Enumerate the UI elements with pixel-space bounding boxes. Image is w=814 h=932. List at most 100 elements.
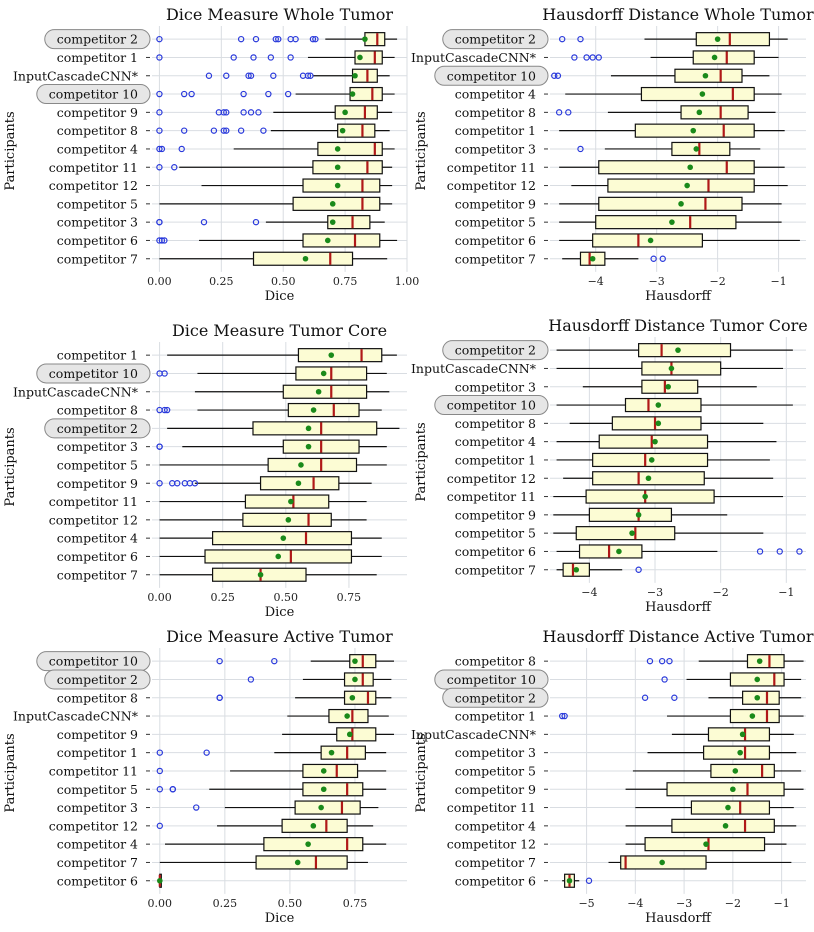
iqr-box — [671, 141, 731, 157]
panel-dice-wt: Dice Measure Whole Tumor 0.00 0.25 0.50 0.75… — [3, 5, 419, 304]
outlier-point — [247, 109, 255, 116]
box-row: InputCascadeCNN* — [411, 727, 806, 742]
mean-point — [668, 365, 675, 372]
iqr-box — [343, 690, 377, 705]
box-row: competitor 12 — [447, 471, 806, 486]
outlier-point — [205, 72, 213, 79]
mean-point — [342, 109, 348, 116]
mean-point — [294, 859, 301, 866]
mean-point — [324, 237, 331, 244]
box-row: competitor 3 — [57, 800, 407, 815]
box-row: competitor 3 — [455, 745, 806, 760]
outlier-point — [255, 109, 262, 116]
participant-label: competitor 3 — [57, 215, 138, 230]
box-row: competitor 9 — [57, 105, 407, 120]
participant-label: competitor 12 — [447, 178, 536, 193]
outlier-point — [210, 127, 218, 134]
mean-point — [285, 517, 292, 523]
outlier-point — [156, 443, 163, 450]
mean-point — [693, 146, 700, 152]
outlier-point — [216, 657, 223, 665]
outlier-point — [180, 127, 188, 134]
iqr-box — [327, 215, 371, 230]
mean-point — [305, 841, 311, 847]
participant-label: competitor 4 — [455, 87, 536, 102]
iqr-box — [710, 763, 775, 779]
iqr-box — [702, 745, 771, 760]
participant-label: competitor 9 — [455, 507, 536, 522]
outlier-point — [237, 127, 245, 134]
participant-label: InputCascadeCNN* — [13, 709, 139, 724]
outlier-point — [585, 877, 593, 884]
outlier-point — [156, 218, 163, 226]
iqr-box — [294, 800, 361, 815]
iqr-box — [674, 68, 743, 83]
participant-label: competitor 1 — [455, 709, 536, 724]
box-row: competitor 8 — [57, 123, 407, 138]
box-row: competitor 8 — [57, 690, 407, 705]
participant-label: competitor 1 — [57, 745, 138, 760]
outlier-point — [161, 406, 168, 414]
box-row: competitor 11 — [447, 800, 806, 815]
participant-label: competitor 5 — [455, 526, 536, 541]
participant-label: competitor 12 — [447, 471, 536, 486]
outlier-point — [554, 72, 562, 79]
outlier-point — [658, 657, 666, 665]
highlight-pill — [44, 418, 151, 439]
iqr-box — [255, 855, 348, 870]
iqr-box — [680, 105, 749, 120]
outlier-point — [156, 145, 163, 153]
box-row: competitor 10 — [36, 363, 407, 384]
x-tick-label: −1 — [774, 897, 790, 910]
outlier-point — [247, 676, 255, 683]
participant-label: competitor 7 — [455, 251, 536, 266]
box-row: competitor 10 — [434, 395, 806, 416]
box-row: competitor 2 — [442, 687, 806, 708]
x-tick-label: −2 — [725, 897, 741, 910]
outlier-point — [161, 237, 168, 244]
mean-point — [280, 535, 287, 541]
box-row: competitor 12 — [447, 837, 806, 852]
outlier-point — [223, 72, 230, 79]
mean-point — [629, 530, 635, 536]
outlier-point — [304, 72, 312, 79]
x-tick-label: −5 — [578, 897, 594, 910]
outlier-point — [158, 145, 166, 153]
mean-point — [669, 219, 675, 225]
box-row: competitor 5 — [455, 215, 806, 230]
participant-label: competitor 3 — [57, 439, 138, 454]
participant-label: competitor 5 — [57, 196, 138, 211]
box-row: competitor 12 — [49, 512, 407, 527]
box-row: competitor 9 — [455, 507, 806, 522]
mean-point — [754, 676, 761, 683]
participant-label: competitor 6 — [455, 233, 536, 248]
participant-label: competitor 4 — [57, 531, 138, 546]
outlier-point — [156, 35, 163, 43]
mean-point — [678, 201, 684, 207]
box-row: competitor 2 — [442, 29, 806, 50]
highlight-pill — [434, 395, 549, 416]
box-row: competitor 4 — [57, 531, 407, 546]
participant-label: InputCascadeCNN* — [13, 384, 139, 399]
outlier-point — [193, 804, 200, 811]
box-row: InputCascadeCNN* — [13, 68, 407, 83]
outlier-point — [270, 72, 277, 79]
mean-point — [642, 493, 648, 500]
outlier-point — [169, 786, 177, 793]
participant-label: competitor 11 — [447, 160, 536, 175]
outlier-point — [287, 54, 294, 61]
mean-point — [687, 164, 693, 171]
box-row: competitor 10 — [434, 65, 806, 86]
participant-label: competitor 2 — [455, 690, 536, 705]
box-row: competitor 1 — [57, 348, 407, 363]
participant-label: competitor 10 — [49, 87, 138, 102]
participant-label: competitor 6 — [455, 873, 536, 888]
box-row: competitor 2 — [44, 418, 407, 439]
mean-point — [732, 768, 739, 774]
outlier-point — [191, 480, 199, 487]
outlier-point — [216, 694, 223, 701]
participant-label: competitor 7 — [455, 562, 536, 577]
participant-label: competitor 4 — [57, 141, 138, 156]
outlier-point — [271, 657, 278, 665]
mean-point — [702, 72, 709, 79]
